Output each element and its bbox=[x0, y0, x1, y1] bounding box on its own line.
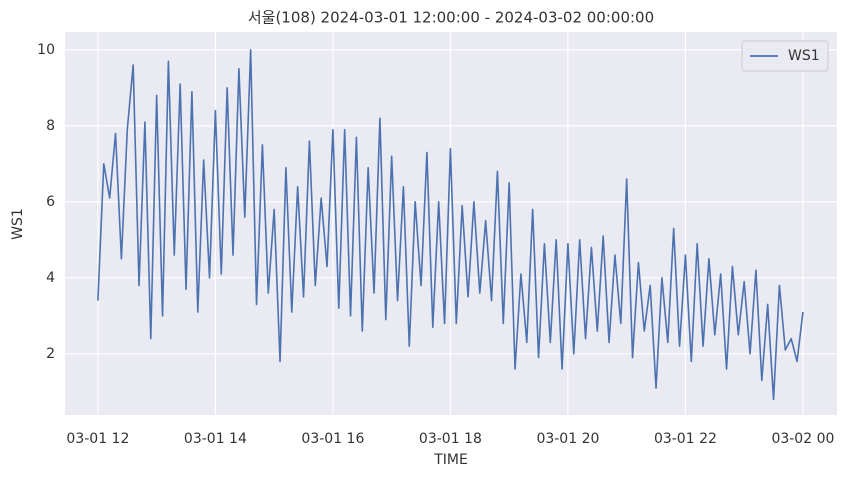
legend-box bbox=[741, 40, 829, 72]
x-tick-label: 03-01 12 bbox=[66, 431, 129, 447]
y-tick-label: 6 bbox=[46, 194, 55, 210]
x-tick-label: 03-01 14 bbox=[184, 431, 247, 447]
x-tick-label: 03-01 16 bbox=[301, 431, 364, 447]
x-tick-label: 03-01 22 bbox=[654, 431, 717, 447]
y-tick-label: 8 bbox=[46, 118, 55, 134]
x-axis-label: TIME bbox=[433, 452, 468, 468]
chart-title: 서울(108) 2024-03-01 12:00:00 - 2024-03-02… bbox=[248, 9, 654, 27]
y-tick-label: 2 bbox=[46, 346, 55, 362]
y-axis-label: WS1 bbox=[10, 208, 26, 240]
y-tick-label: 10 bbox=[37, 42, 55, 58]
legend-label: WS1 bbox=[788, 48, 820, 64]
x-tick-label: 03-02 00 bbox=[771, 431, 834, 447]
x-tick-label: 03-01 18 bbox=[419, 431, 482, 447]
y-tick-label: 4 bbox=[46, 270, 55, 286]
data-line bbox=[97, 49, 804, 401]
x-tick-label: 03-01 20 bbox=[536, 431, 599, 447]
